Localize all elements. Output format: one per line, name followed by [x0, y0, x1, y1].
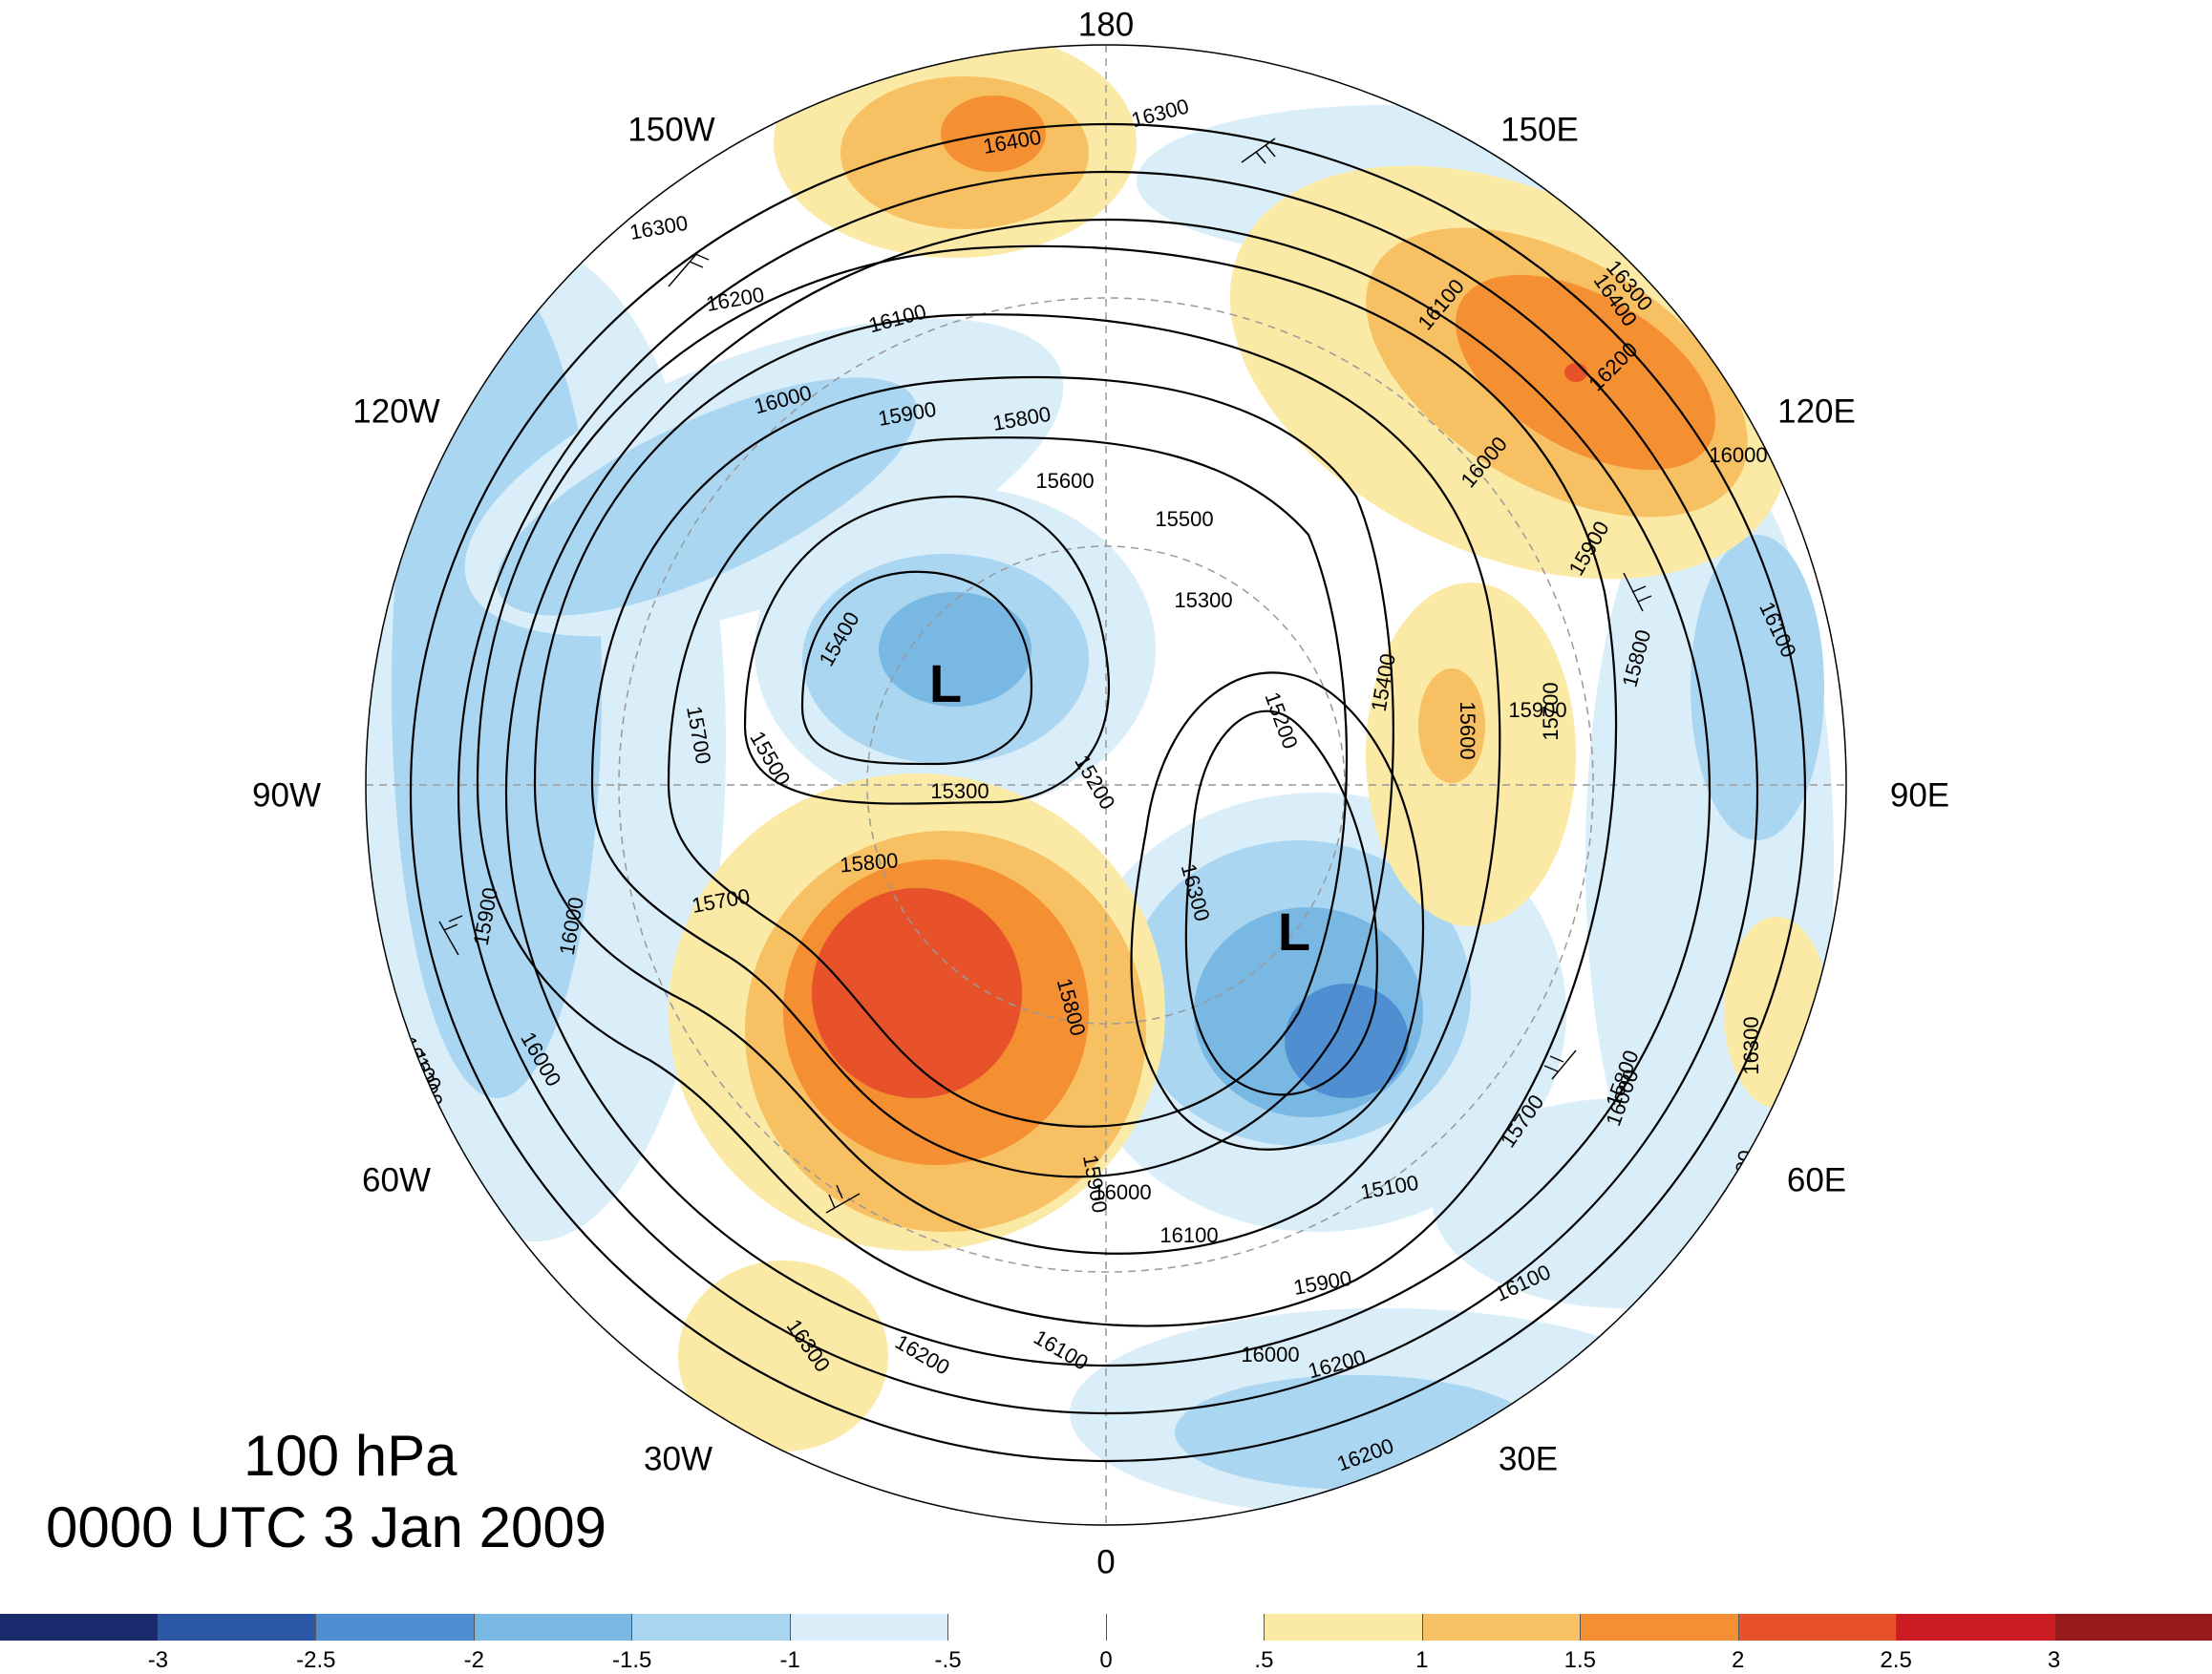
longitude-labels: 180 150E 120E 90E 60E 30E 0 30W 60W 90W 120W 150W — [252, 6, 1949, 1580]
colorbar-swatch — [790, 1614, 948, 1641]
graticule — [366, 45, 1846, 1525]
longitude-label: 60E — [1787, 1161, 1846, 1198]
globe-outline — [365, 44, 1847, 1526]
longitude-label: 30W — [644, 1440, 713, 1477]
contour-value-label: 15300 — [930, 779, 989, 803]
contour-value-label: 15700 — [1539, 682, 1563, 740]
contour-value-label: 15900 — [1508, 698, 1566, 722]
longitude-label: 30E — [1499, 1440, 1558, 1477]
contour-value-label: 16000 — [1709, 443, 1767, 467]
colorbar-tick-label: -3 — [147, 1647, 169, 1673]
contour-value-label: 16000 — [1093, 1180, 1151, 1204]
colorbar-swatch — [1581, 1614, 1739, 1641]
longitude-label: 60W — [362, 1161, 431, 1198]
colorbar-tick-label: 2.5 — [1880, 1647, 1912, 1673]
low-pressure-label: L — [1278, 901, 1310, 962]
colorbar-tick-label: 1.5 — [1563, 1647, 1596, 1673]
colorbar-swatch — [1422, 1614, 1581, 1641]
colorbar-tick-label: -1 — [779, 1647, 800, 1673]
longitude-label: 150E — [1500, 111, 1579, 148]
colorbar-swatch — [474, 1614, 632, 1641]
colorbar-swatch — [316, 1614, 475, 1641]
plot-title-time: 0000 UTC 3 Jan 2009 — [46, 1495, 607, 1559]
colorbar-tick-label: -1.5 — [612, 1647, 652, 1673]
colorbar-swatch — [0, 1614, 159, 1641]
colorbar-swatch — [2054, 1614, 2212, 1641]
low-pressure-label: L — [929, 653, 962, 713]
longitude-label: 0 — [1096, 1543, 1115, 1580]
colorbar-swatch — [1106, 1614, 1265, 1641]
plot-title-level: 100 hPa — [244, 1424, 457, 1488]
colorbar-swatch — [948, 1614, 1107, 1641]
longitude-label: 120E — [1777, 392, 1856, 430]
contour-value-label: 15600 — [1456, 701, 1479, 759]
colorbar-tick-label: .5 — [1254, 1647, 1274, 1673]
colorbar-swatch — [1897, 1614, 2055, 1641]
contour-value-label: 16100 — [1159, 1223, 1218, 1247]
positive-anomaly-shading — [669, 45, 1829, 1452]
colorbar — [0, 1614, 2212, 1641]
contour-value-label: 16000 — [1241, 1343, 1299, 1367]
contour-value-label: 15500 — [1155, 507, 1213, 531]
contour-value-label: 15800 — [839, 848, 899, 877]
longitude-label: 120W — [352, 392, 439, 430]
height-contours — [409, 122, 1807, 1463]
low-pressure-markers: LL — [929, 653, 1310, 962]
wind-barbs — [438, 138, 1652, 1214]
colorbar-tick-label: -2.5 — [296, 1647, 336, 1673]
longitude-label: 90E — [1890, 776, 1949, 814]
longitude-label: 180 — [1078, 6, 1134, 43]
colorbar-swatch — [1265, 1614, 1423, 1641]
contour-value-label: 15600 — [1035, 469, 1094, 493]
colorbar-tick-label: 0 — [1099, 1647, 1113, 1673]
contour-value-label: 15300 — [1174, 588, 1232, 612]
colorbar-swatch — [1738, 1614, 1897, 1641]
colorbar-swatch — [158, 1614, 316, 1641]
contour-value-label: 16300 — [1739, 1016, 1763, 1074]
longitude-label: 150W — [627, 111, 714, 148]
colorbar-tick-label: 3 — [2047, 1647, 2061, 1673]
longitude-label: 90W — [252, 776, 321, 814]
colorbar-tick-label: -2 — [463, 1647, 484, 1673]
colorbar-swatch — [632, 1614, 791, 1641]
colorbar-tick-label: -.5 — [934, 1647, 962, 1673]
colorbar-tick-label: 2 — [1732, 1647, 1745, 1673]
colorbar-tick-label: 1 — [1415, 1647, 1429, 1673]
